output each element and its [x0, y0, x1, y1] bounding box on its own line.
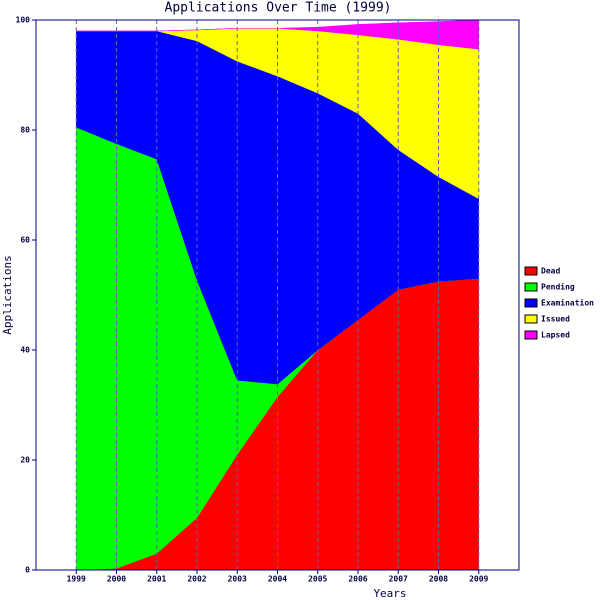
y-tick-label: 40 — [20, 346, 30, 355]
legend-swatch — [524, 298, 538, 308]
legend-swatch — [524, 330, 538, 340]
legend-label: Issued — [541, 315, 570, 324]
y-tick-label: 60 — [20, 236, 30, 245]
x-tick-label: 2000 — [107, 575, 126, 584]
x-tick-label: 1999 — [67, 575, 86, 584]
x-tick-label: 2009 — [469, 575, 488, 584]
x-tick-label: 2005 — [308, 575, 327, 584]
x-tick-label: 2003 — [228, 575, 247, 584]
x-axis-label: Years — [373, 587, 406, 600]
x-tick-label: 2001 — [147, 575, 166, 584]
legend-swatch — [524, 282, 538, 292]
y-tick-label: 100 — [16, 16, 31, 25]
legend-label: Pending — [541, 282, 575, 292]
y-tick-label: 0 — [25, 566, 30, 575]
chart-title: Applications Over Time (1999) — [165, 1, 392, 16]
legend-swatch — [524, 266, 538, 276]
y-tick-label: 80 — [20, 126, 30, 135]
legend-label: Dead — [541, 267, 560, 276]
legend-label: Lapsed — [541, 331, 570, 340]
legend-label: Examination — [541, 298, 594, 308]
x-tick-label: 2002 — [187, 575, 206, 584]
plot-border — [35, 19, 520, 571]
y-axis-label: Applications — [1, 255, 14, 334]
x-tick-label: 2006 — [348, 575, 367, 584]
x-tick-label: 2008 — [429, 575, 448, 584]
x-tick-label: 2007 — [389, 575, 408, 584]
y-tick-label: 20 — [20, 456, 30, 465]
x-tick-label: 2004 — [268, 575, 287, 584]
legend-swatch — [524, 314, 538, 324]
